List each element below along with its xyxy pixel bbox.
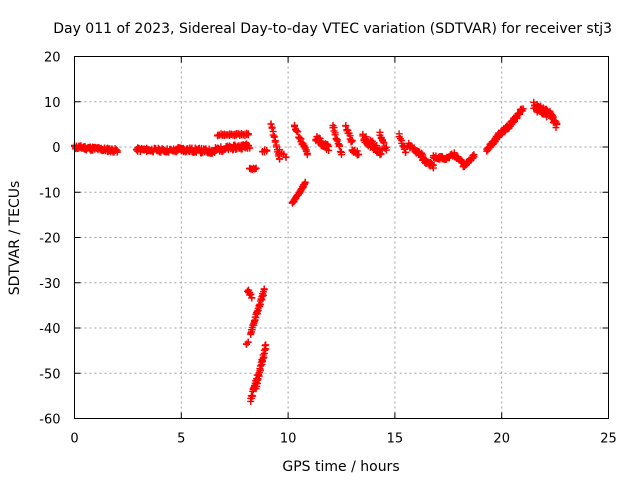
x-tick-label: 20 bbox=[493, 432, 510, 447]
data-point bbox=[410, 144, 418, 152]
y-tick-label: -60 bbox=[39, 413, 60, 428]
plot-frame bbox=[74, 56, 609, 419]
data-point bbox=[253, 310, 261, 318]
x-axis-label: GPS time / hours bbox=[282, 459, 399, 475]
data-point bbox=[429, 164, 437, 172]
data-point bbox=[247, 290, 255, 298]
data-point bbox=[338, 151, 345, 159]
y-tick-label: 0 bbox=[52, 141, 60, 156]
y-tick-label: 20 bbox=[44, 51, 61, 66]
data-point bbox=[469, 154, 477, 162]
x-tick-label: 25 bbox=[600, 432, 617, 447]
data-point bbox=[248, 326, 256, 334]
data-point bbox=[362, 133, 370, 141]
data-point bbox=[336, 148, 344, 156]
x-tick-label: 5 bbox=[177, 432, 185, 447]
data-point bbox=[260, 285, 268, 293]
data-point bbox=[255, 302, 263, 310]
grid bbox=[74, 56, 609, 419]
data-point bbox=[113, 148, 121, 156]
y-tick-label: -40 bbox=[39, 322, 60, 337]
axis-ticks: 0 5 10 15 20 25 -60 -50 -40 -30 -20 -10 0 10 20 bbox=[39, 51, 617, 447]
data-point bbox=[256, 300, 264, 308]
data-point bbox=[418, 150, 426, 158]
data-point bbox=[470, 151, 478, 159]
data-point bbox=[296, 134, 304, 142]
data-point bbox=[303, 151, 311, 159]
data-point bbox=[246, 144, 254, 152]
data-point bbox=[380, 139, 388, 147]
data-point bbox=[263, 147, 271, 155]
data-point bbox=[250, 321, 258, 329]
data-point bbox=[553, 119, 561, 127]
data-point bbox=[513, 114, 521, 122]
x-tick-label: 10 bbox=[280, 432, 297, 447]
data-point bbox=[501, 128, 509, 136]
y-tick-label: -50 bbox=[39, 367, 60, 382]
data-point bbox=[377, 150, 385, 158]
data-point bbox=[342, 122, 350, 130]
data-point bbox=[262, 345, 270, 353]
data-point bbox=[282, 153, 290, 161]
data-point bbox=[331, 131, 339, 139]
data-point bbox=[268, 124, 276, 132]
data-point bbox=[244, 130, 252, 138]
data-point bbox=[402, 148, 410, 156]
chart-title: Day 011 of 2023, Sidereal Day-to-day VTE… bbox=[53, 21, 612, 37]
y-tick-label: 10 bbox=[44, 96, 61, 111]
data-point bbox=[355, 150, 363, 158]
x-tick-label: 15 bbox=[387, 432, 404, 447]
data-point bbox=[549, 112, 557, 120]
data-point bbox=[291, 121, 299, 129]
x-tick-label: 0 bbox=[70, 432, 78, 447]
data-point bbox=[348, 137, 356, 145]
data-point bbox=[271, 137, 279, 145]
data-point bbox=[252, 314, 260, 322]
data-point bbox=[294, 127, 302, 135]
data-point bbox=[276, 155, 284, 163]
data-point bbox=[302, 146, 310, 154]
data-point bbox=[324, 142, 332, 150]
y-axis-label: SDTVAR / TECUs bbox=[7, 181, 23, 296]
data-point bbox=[373, 142, 381, 150]
y-tick-label: -20 bbox=[39, 232, 60, 247]
data-point bbox=[267, 120, 275, 128]
data-point bbox=[325, 146, 333, 154]
data-point bbox=[519, 105, 527, 113]
data-point bbox=[382, 143, 390, 151]
data-point bbox=[270, 132, 278, 140]
data-point bbox=[248, 294, 256, 302]
data-point bbox=[252, 165, 260, 173]
y-tick-label: -10 bbox=[39, 186, 60, 201]
data-point bbox=[376, 128, 384, 136]
y-tick-label: -30 bbox=[39, 277, 60, 292]
data-points bbox=[71, 98, 561, 405]
data-point bbox=[301, 179, 309, 187]
data-point bbox=[335, 141, 343, 149]
data-point bbox=[244, 338, 252, 346]
